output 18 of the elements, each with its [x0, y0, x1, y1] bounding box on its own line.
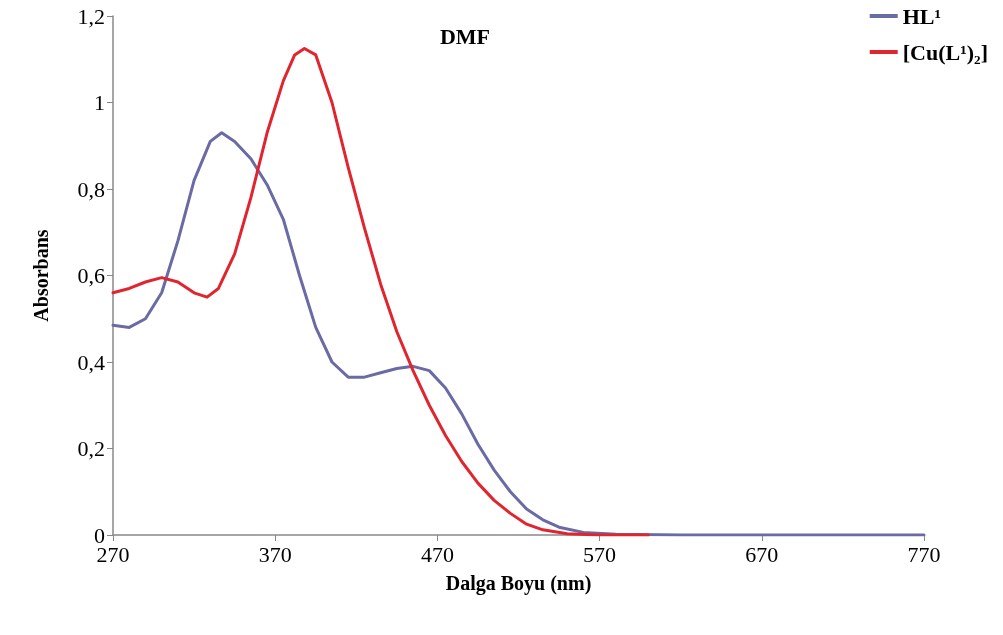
legend-label: [Cu(L¹)₂]: [902, 39, 988, 65]
x-tick-label: 570: [583, 541, 617, 567]
x-axis-title: Dalga Boyu (nm): [445, 572, 592, 595]
y-tick-label: 0: [94, 522, 105, 548]
y-tick-label: 0,8: [77, 176, 105, 202]
y-tick-label: 0,4: [77, 349, 105, 375]
y-tick-label: 1,2: [77, 3, 105, 29]
x-tick-label: 470: [420, 541, 454, 567]
x-tick-label: 770: [907, 541, 941, 567]
legend-label: HL¹: [902, 3, 942, 29]
y-tick-label: 0,2: [77, 436, 105, 461]
y-tick-label: 1: [94, 90, 105, 115]
y-tick-label: 0,6: [77, 263, 105, 288]
y-axis-title: Absorbans: [30, 229, 52, 322]
x-tick-label: 370: [258, 541, 292, 567]
chart-title: DMF: [439, 23, 491, 49]
x-tick-label: 670: [745, 541, 779, 567]
line-series: [111, 46, 650, 537]
